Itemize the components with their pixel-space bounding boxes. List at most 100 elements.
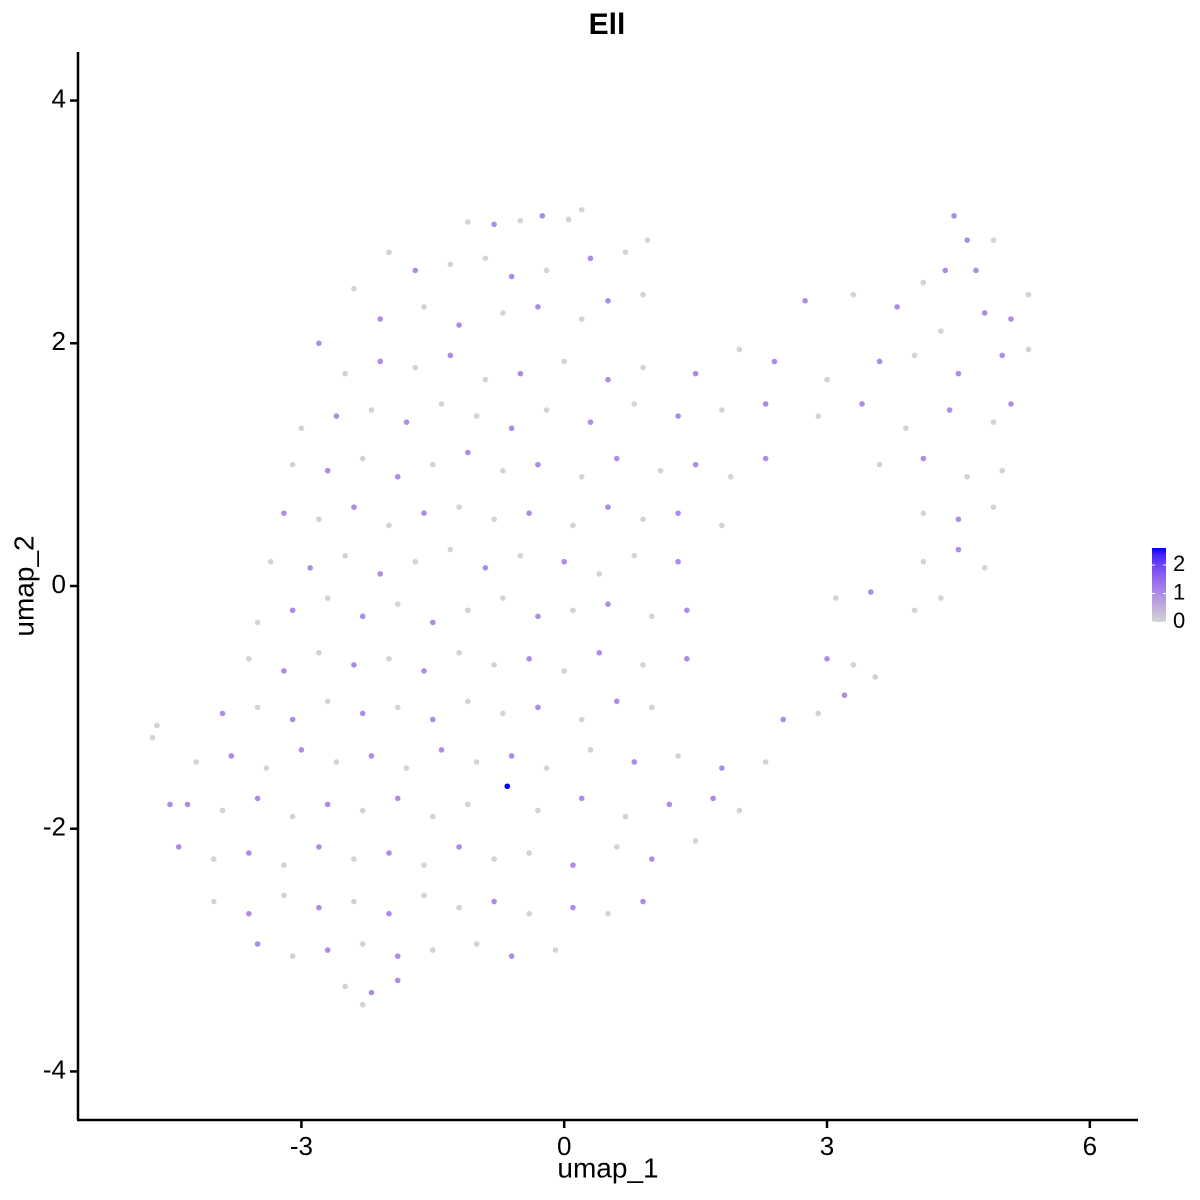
point <box>622 813 629 820</box>
point <box>964 237 970 243</box>
point <box>535 304 541 310</box>
point <box>421 304 427 310</box>
point <box>762 401 769 407</box>
point <box>500 710 506 717</box>
point <box>561 358 567 365</box>
y-tick-label: 0 <box>52 569 66 599</box>
point <box>526 850 532 856</box>
point <box>351 856 357 862</box>
point <box>289 953 296 959</box>
point <box>359 807 366 814</box>
point <box>447 546 454 553</box>
point <box>955 370 962 377</box>
point <box>578 316 585 322</box>
point <box>872 674 878 680</box>
point <box>289 461 296 468</box>
point <box>815 413 822 419</box>
point <box>254 795 261 802</box>
point <box>692 461 699 468</box>
point <box>596 649 603 656</box>
point <box>561 668 567 674</box>
point <box>359 1001 366 1008</box>
point <box>981 310 988 316</box>
point <box>368 407 375 413</box>
point <box>535 613 541 620</box>
point <box>421 892 427 899</box>
point <box>473 941 480 947</box>
point <box>456 504 462 510</box>
y-tick-label: 4 <box>52 83 66 113</box>
point <box>570 522 576 529</box>
point <box>1008 316 1014 322</box>
point <box>955 516 962 523</box>
point <box>605 376 611 383</box>
point <box>500 310 506 316</box>
point <box>465 449 471 456</box>
point <box>210 898 217 905</box>
point <box>359 613 366 620</box>
point <box>999 467 1006 474</box>
point <box>631 401 638 407</box>
point <box>692 838 699 844</box>
point <box>421 510 427 516</box>
point <box>342 552 348 559</box>
point <box>508 273 515 280</box>
x-tick-label: -3 <box>290 1131 313 1161</box>
point <box>850 662 857 668</box>
point <box>429 619 436 626</box>
point <box>710 795 716 802</box>
point <box>342 370 348 377</box>
point <box>526 510 532 516</box>
point <box>570 607 576 614</box>
point <box>456 322 462 328</box>
point <box>316 649 322 656</box>
point <box>675 413 681 419</box>
point <box>298 425 305 432</box>
point <box>990 237 997 243</box>
point <box>539 213 546 219</box>
point <box>394 977 401 984</box>
point <box>246 850 252 856</box>
point <box>613 698 620 705</box>
point <box>456 649 462 656</box>
point <box>526 910 532 917</box>
point <box>465 801 471 808</box>
point <box>228 753 235 759</box>
y-axis-title: umap_2 <box>8 535 39 636</box>
point <box>675 558 681 565</box>
point <box>675 753 681 759</box>
points <box>149 206 1032 1008</box>
point <box>316 844 322 850</box>
point <box>465 607 471 614</box>
point <box>281 510 287 516</box>
point <box>482 255 489 262</box>
point <box>894 304 900 310</box>
point <box>508 753 515 759</box>
point <box>622 249 629 256</box>
point <box>307 564 313 571</box>
point <box>920 558 927 565</box>
point <box>456 904 462 911</box>
point <box>543 765 550 771</box>
point <box>1025 291 1032 298</box>
point <box>631 552 638 559</box>
point <box>500 595 506 601</box>
point <box>281 862 287 868</box>
point <box>605 910 611 917</box>
point <box>920 510 927 516</box>
point <box>911 607 918 614</box>
point <box>876 358 883 365</box>
point <box>456 844 462 850</box>
point <box>535 461 541 468</box>
point <box>504 783 511 790</box>
point <box>613 455 620 462</box>
y-tick-label: 2 <box>52 326 66 356</box>
point <box>394 795 401 802</box>
point <box>246 656 252 662</box>
point <box>649 856 655 862</box>
point <box>762 455 769 462</box>
point <box>605 601 611 608</box>
point <box>386 522 392 529</box>
point <box>210 856 217 862</box>
point <box>942 267 949 274</box>
